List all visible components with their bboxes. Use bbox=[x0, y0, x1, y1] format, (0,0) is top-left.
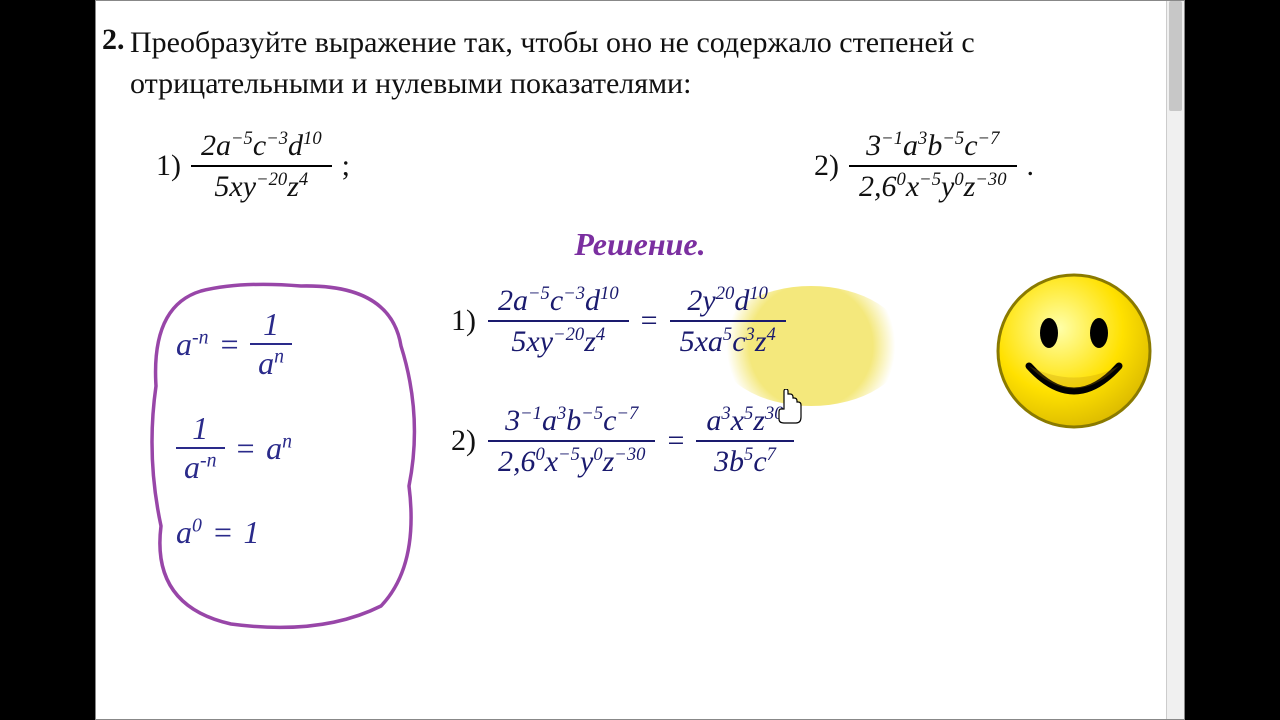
rule-3: a0 = 1 bbox=[176, 514, 411, 551]
p2-trail: . bbox=[1027, 149, 1035, 183]
solution-2: 2) 3−1a3b−5c−7 2,60x−5y0z−30 = a3x5z30 3… bbox=[451, 401, 794, 481]
s2-lnum: 3−1a3b−5c−7 bbox=[495, 401, 648, 440]
sol1-rhs: 2y20d10 5xa5c3z4 bbox=[670, 281, 786, 361]
rule1-rhs: 1 an bbox=[250, 306, 292, 382]
p2-denominator: 2,60x−5y0z−30 bbox=[859, 170, 1006, 203]
solutions-block: 1) 2a−5c−3d10 5xy−20z4 = 2y20d10 5xa5c3z… bbox=[451, 281, 794, 481]
problem-2-label: 2) bbox=[814, 149, 839, 183]
rule2-rhs: an bbox=[266, 430, 292, 467]
question-number: 2. bbox=[102, 23, 125, 57]
s1-rnum: 2y20d10 bbox=[677, 281, 778, 320]
smiley-icon bbox=[994, 271, 1154, 431]
rule1-rhs-den: an bbox=[250, 345, 292, 382]
sol1-label: 1) bbox=[451, 304, 476, 338]
question-text: Преобразуйте выражение так, чтобы оно не… bbox=[130, 23, 1154, 104]
rule2-lhs: 1 a-n bbox=[176, 410, 225, 486]
s2-lden: 2,60x−5y0z−30 bbox=[488, 442, 655, 481]
eq: = bbox=[667, 424, 684, 458]
solution-heading: Решение. bbox=[96, 226, 1184, 263]
problems-row: 1) 2a−5c−3d10 5xy−20z4 ; 2) 3−1a3b−5c−7 … bbox=[156, 126, 1144, 206]
rules-list: a-n = 1 an 1 a-n = an bbox=[176, 306, 411, 551]
problem-2-fraction: 3−1a3b−5c−7 2,60x−5y0z−30 bbox=[849, 126, 1016, 206]
rule-1: a-n = 1 an bbox=[176, 306, 411, 382]
problem-1-label: 1) bbox=[156, 149, 181, 183]
rule3-rhs: 1 bbox=[244, 514, 260, 551]
p1-denominator: 5xy−20z4 bbox=[214, 170, 308, 203]
eq: = bbox=[641, 304, 658, 338]
sol2-lhs: 3−1a3b−5c−7 2,60x−5y0z−30 bbox=[488, 401, 655, 481]
rule2-lhs-den: a-n bbox=[176, 449, 225, 486]
p1-numerator: 2a−5c−3d10 bbox=[201, 129, 322, 162]
rule3-lhs: a0 bbox=[176, 514, 202, 551]
rule1-lhs: a-n bbox=[176, 326, 209, 363]
problem-1: 1) 2a−5c−3d10 5xy−20z4 ; bbox=[156, 126, 350, 206]
s1-lden: 5xy−20z4 bbox=[501, 322, 615, 361]
eq: = bbox=[219, 326, 241, 363]
cursor-pointer-icon bbox=[776, 389, 804, 425]
problem-2: 2) 3−1a3b−5c−7 2,60x−5y0z−30 . bbox=[814, 126, 1034, 206]
p1-trail: ; bbox=[342, 149, 350, 183]
rules-bubble: a-n = 1 an 1 a-n = an bbox=[141, 276, 426, 636]
solution-1: 1) 2a−5c−3d10 5xy−20z4 = 2y20d10 5xa5c3z… bbox=[451, 281, 794, 361]
slide-page: 2. Преобразуйте выражение так, чтобы оно… bbox=[95, 0, 1185, 720]
p2-numerator: 3−1a3b−5c−7 bbox=[866, 129, 999, 162]
eq: = bbox=[212, 514, 234, 551]
s2-rden: 3b5c7 bbox=[704, 442, 786, 481]
s1-lnum: 2a−5c−3d10 bbox=[488, 281, 629, 320]
sol2-label: 2) bbox=[451, 424, 476, 458]
rule-2: 1 a-n = an bbox=[176, 410, 411, 486]
eq: = bbox=[235, 430, 257, 467]
s1-rden: 5xa5c3z4 bbox=[670, 322, 786, 361]
sol1-lhs: 2a−5c−3d10 5xy−20z4 bbox=[488, 281, 629, 361]
problem-1-fraction: 2a−5c−3d10 5xy−20z4 bbox=[191, 126, 332, 206]
